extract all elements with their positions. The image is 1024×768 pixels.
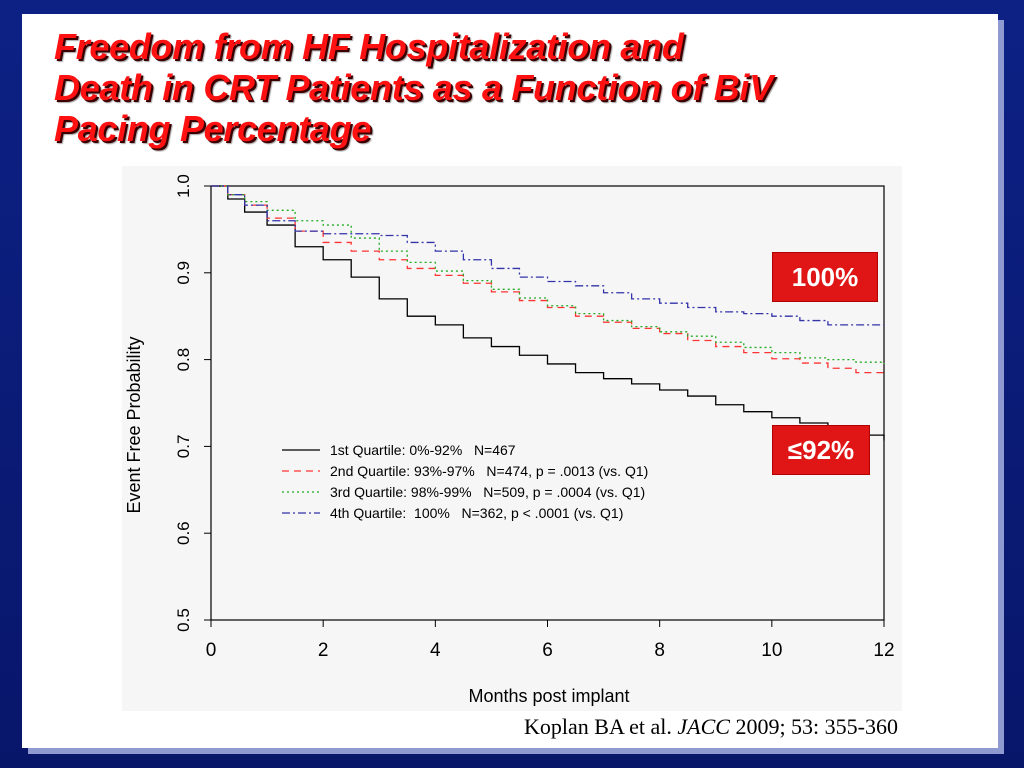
badge-92-percent: ≤92% (772, 425, 870, 475)
y-tick-label: 0.7 (174, 435, 193, 459)
y-tick-label: 0.8 (174, 348, 193, 372)
series-line-q2 (211, 185, 885, 377)
x-tick-label: 8 (654, 640, 665, 661)
citation-details: 2009; 53: 355-360 (735, 714, 898, 739)
y-tick-label: 0.9 (174, 261, 193, 285)
series-layer (211, 185, 885, 441)
x-tick-label: 2 (318, 640, 329, 661)
x-tick-label: 4 (430, 640, 441, 661)
y-axis-label: Event Free Probability (124, 336, 144, 513)
x-axis-label: Months post implant (468, 686, 629, 706)
legend-label-q3: 3rd Quartile: 98%-99% N=509, p = .0004 (… (330, 484, 645, 500)
legend-label-q4: 4th Quartile: 100% N=362, p < .0001 (vs.… (330, 505, 623, 521)
series-line-q3 (211, 185, 885, 364)
x-tick-label: 12 (873, 640, 894, 661)
legend-label-q2: 2nd Quartile: 93%-97% N=474, p = .0013 (… (330, 463, 648, 479)
badge-100-percent: 100% (772, 252, 878, 302)
x-tick-label: 0 (206, 640, 217, 661)
y-axis: 0.5 0.6 0.7 0.8 0.9 1.0 (174, 174, 211, 632)
slide-title: Freedom from HF Hospitalization and Deat… (54, 26, 773, 149)
x-tick-label: 10 (761, 640, 782, 661)
legend-label-q1: 1st Quartile: 0%-92% N=467 (330, 442, 516, 458)
y-tick-label: 1.0 (174, 174, 193, 198)
x-tick-label: 6 (542, 640, 553, 661)
km-chart: 0.5 0.6 0.7 0.8 0.9 1.0 0 2 4 6 8 10 12 1st Quartil… (124, 174, 895, 706)
y-tick-label: 0.5 (174, 608, 193, 632)
legend: 1st Quartile: 0%-92% N=467 2nd Quartile: … (282, 442, 648, 521)
x-axis: 0 2 4 6 8 10 12 (206, 620, 895, 661)
citation-authors: Koplan BA et al. (524, 714, 672, 739)
slide: Freedom from HF Hospitalization and Deat… (22, 14, 998, 748)
citation-journal: JACC (677, 714, 730, 739)
citation: Koplan BA et al. JACC 2009; 53: 355-360 (524, 714, 898, 740)
y-tick-label: 0.6 (174, 521, 193, 545)
series-line-q1 (211, 185, 885, 441)
